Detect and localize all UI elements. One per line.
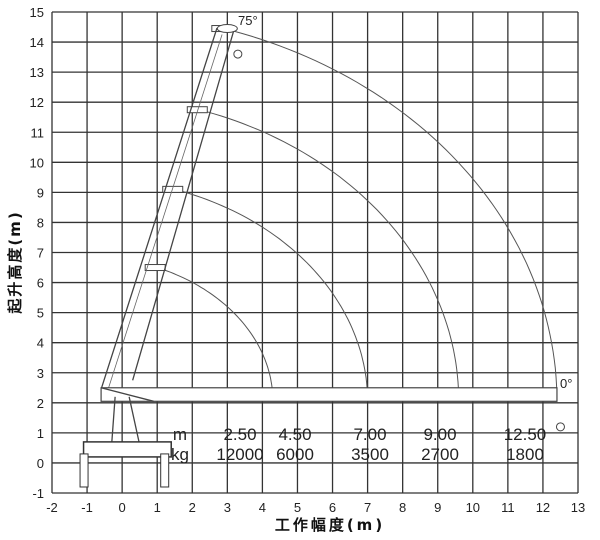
y-tick-label: 10: [30, 155, 44, 170]
crane-column: [100, 387, 154, 446]
radius-value: 4.50: [278, 425, 311, 444]
x-tick-label: 13: [571, 500, 585, 515]
y-tick-label: -1: [32, 486, 44, 501]
radius-value: 9.00: [423, 425, 456, 444]
load-unit: kg: [171, 445, 189, 464]
outrigger-left: [79, 453, 89, 488]
grid: [51, 11, 579, 494]
x-tick-label: 4: [259, 500, 266, 515]
radius-value: 7.00: [353, 425, 386, 444]
boom-raised: [100, 27, 236, 390]
y-tick-label: 7: [37, 246, 44, 261]
hook-icon: [555, 422, 565, 432]
load-value: 12000: [216, 445, 263, 464]
x-tick-label: 1: [154, 500, 161, 515]
y-tick-label: 9: [37, 185, 44, 200]
x-tick-label: 0: [119, 500, 126, 515]
y-tick-label: 14: [30, 35, 44, 50]
x-tick-label: -2: [46, 500, 58, 515]
boom-inner-line: [107, 34, 223, 390]
boom-horizontal: [100, 387, 558, 402]
load-value: 6000: [276, 445, 314, 464]
angle-label-min: 0°: [560, 376, 572, 391]
y-tick-label: 4: [37, 336, 44, 351]
working-range-arc: [199, 109, 460, 402]
y-axis-label: 起升高度(m): [6, 210, 24, 314]
x-tick-label: 12: [536, 500, 550, 515]
hook-icon: [233, 49, 243, 59]
y-tick-label: 12: [30, 95, 44, 110]
radius-value: 12.50: [504, 425, 547, 444]
y-tick-label: 3: [37, 366, 44, 381]
load-value: 2700: [421, 445, 459, 464]
x-axis-ticks: -2 -1 0 1 2 3 4 5 6 7 8 9 10 11 12 13: [46, 500, 585, 515]
load-value: 1800: [506, 445, 544, 464]
y-tick-label: 13: [30, 65, 44, 80]
radius-unit: m: [173, 425, 187, 444]
x-tick-label: 11: [501, 500, 515, 515]
y-tick-label: 5: [37, 306, 44, 321]
working-range-arc: [223, 28, 558, 402]
boom-head-raised: [216, 24, 238, 34]
working-range-arc: [174, 188, 369, 402]
x-tick-label: 3: [224, 500, 231, 515]
y-tick-label: 11: [31, 125, 45, 140]
x-tick-label: -1: [81, 500, 93, 515]
radius-value: 2.50: [223, 425, 256, 444]
x-tick-label: 10: [466, 500, 480, 515]
outrigger-right: [160, 453, 170, 488]
y-tick-label: 6: [37, 276, 44, 291]
crane-base: [82, 441, 172, 458]
x-tick-label: 8: [399, 500, 406, 515]
load-value: 3500: [351, 445, 389, 464]
x-tick-label: 2: [189, 500, 196, 515]
crane-drawing: [79, 24, 565, 488]
working-range-arc: [157, 267, 274, 402]
x-tick-label: 6: [329, 500, 336, 515]
y-tick-label: 1: [37, 426, 44, 441]
angle-label-max: 75°: [238, 13, 258, 28]
x-tick-label: 7: [364, 500, 371, 515]
x-tick-label: 9: [434, 500, 441, 515]
y-tick-label: 8: [37, 215, 44, 230]
y-tick-label: 15: [30, 5, 44, 20]
y-tick-label: 0: [37, 456, 44, 471]
x-axis-label: 工作幅度(m): [275, 516, 385, 534]
y-tick-label: 2: [37, 396, 44, 411]
x-tick-label: 5: [294, 500, 301, 515]
